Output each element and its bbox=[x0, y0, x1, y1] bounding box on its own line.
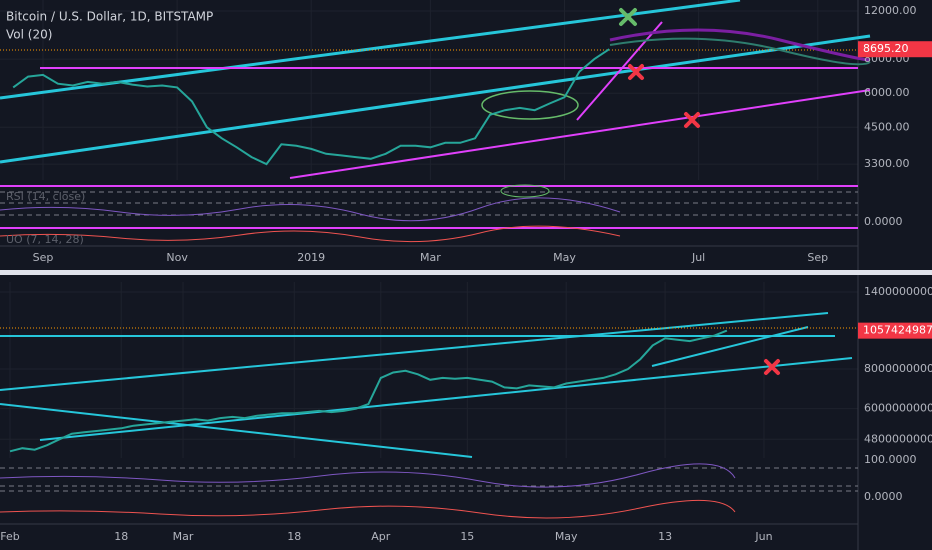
trend-line bbox=[0, 312, 829, 391]
uo-line bbox=[0, 225, 621, 243]
red-x bbox=[764, 359, 780, 375]
volume-label: Vol (20) bbox=[6, 28, 52, 42]
projection bbox=[609, 28, 871, 62]
y-tick-label: 6000.00 bbox=[864, 86, 910, 99]
x-tick-label: Mar bbox=[420, 251, 441, 264]
trend-line bbox=[39, 357, 853, 441]
y-tick-label: 140000000000 bbox=[864, 285, 932, 298]
x-tick-label: Nov bbox=[166, 251, 188, 264]
x-tick-label: 2019 bbox=[297, 251, 325, 264]
trend-line bbox=[651, 326, 809, 367]
trend-line bbox=[576, 21, 663, 121]
y-tick-label: 12000.00 bbox=[864, 4, 917, 17]
pane-separator bbox=[0, 270, 932, 275]
x-tick-label: 15 bbox=[460, 530, 474, 543]
rsi-line bbox=[0, 463, 736, 488]
y-tick-label: 60000000000 bbox=[864, 402, 932, 415]
rsi-line bbox=[0, 197, 621, 222]
x-tick-label: Sep bbox=[807, 251, 828, 264]
x-tick-label: Feb bbox=[0, 530, 19, 543]
trend-line bbox=[289, 89, 871, 179]
projection bbox=[609, 37, 871, 66]
symbol-title: Bitcoin / U.S. Dollar, 1D, BITSTAMP bbox=[6, 10, 213, 24]
x-tick-label: Jun bbox=[754, 530, 772, 543]
indicator-tick-label: 0.0000 bbox=[864, 490, 903, 503]
price-line bbox=[9, 329, 728, 453]
trend-line bbox=[0, 403, 473, 458]
ellipse-annotation bbox=[481, 90, 579, 120]
price-tag bbox=[858, 322, 932, 339]
price-line bbox=[12, 48, 610, 166]
y-tick-label: 4500.00 bbox=[864, 120, 910, 133]
marker-group bbox=[619, 8, 700, 128]
price-tag bbox=[858, 41, 932, 58]
red-x bbox=[684, 112, 700, 128]
uo-line bbox=[0, 499, 736, 519]
x-tick-label: Sep bbox=[33, 251, 54, 264]
indicator-tick-label: 100.0000 bbox=[864, 453, 917, 466]
ellipse-annotation bbox=[500, 184, 550, 198]
y-tick-label: 80000000000 bbox=[864, 362, 932, 375]
y-tick-label: 48000000000 bbox=[864, 432, 932, 445]
x-tick-label: Mar bbox=[173, 530, 194, 543]
x-tick-label: May bbox=[553, 251, 576, 264]
rsi-label: RSI (14, close) bbox=[6, 190, 85, 203]
x-tick-label: 13 bbox=[658, 530, 672, 543]
x-tick-label: May bbox=[555, 530, 578, 543]
uo-label: UO (7, 14, 28) bbox=[6, 233, 84, 246]
trend-line bbox=[0, 0, 741, 100]
x-tick-label: Jul bbox=[691, 251, 705, 264]
price-tag-label: 8695.20 bbox=[863, 42, 909, 55]
price-tag-label: 105742498704 bbox=[863, 324, 932, 337]
trend-line bbox=[0, 34, 871, 164]
red-x bbox=[628, 64, 644, 80]
x-tick-label: 18 bbox=[114, 530, 128, 543]
x-tick-label: Apr bbox=[371, 530, 391, 543]
green-x bbox=[619, 8, 637, 26]
x-tick-label: 18 bbox=[287, 530, 301, 543]
y-tick-label: 3300.00 bbox=[864, 157, 910, 170]
indicator-tick-label: 0.0000 bbox=[864, 215, 903, 228]
